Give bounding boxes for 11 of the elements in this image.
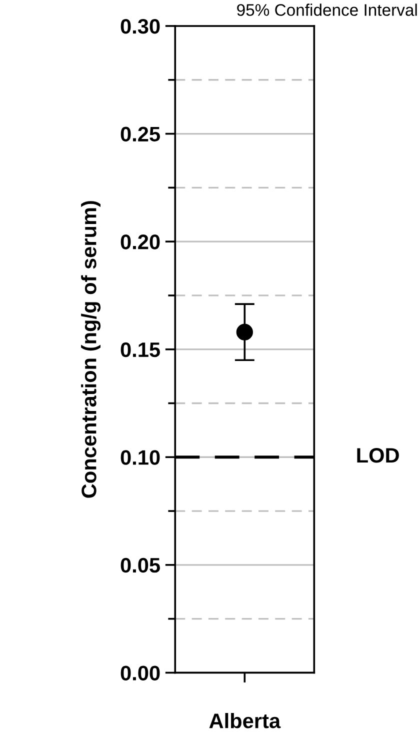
x-tick-label: Alberta [209,712,281,728]
y-tick-label: 0.00 [120,666,160,680]
y-tick-label: 0.25 [120,126,160,142]
y-tick-label: 0.30 [120,18,160,34]
y-tick-label: 0.15 [120,342,160,358]
y-axis-title: Concentration (ng/g of serum) [81,201,101,498]
y-tick-label: 0.10 [120,450,160,465]
y-tick-label: 0.05 [120,558,160,573]
text: 95% Confidence Interval [237,4,417,16]
ref-line-label: LOD [357,448,399,463]
y-tick-label: 0.20 [120,234,160,250]
